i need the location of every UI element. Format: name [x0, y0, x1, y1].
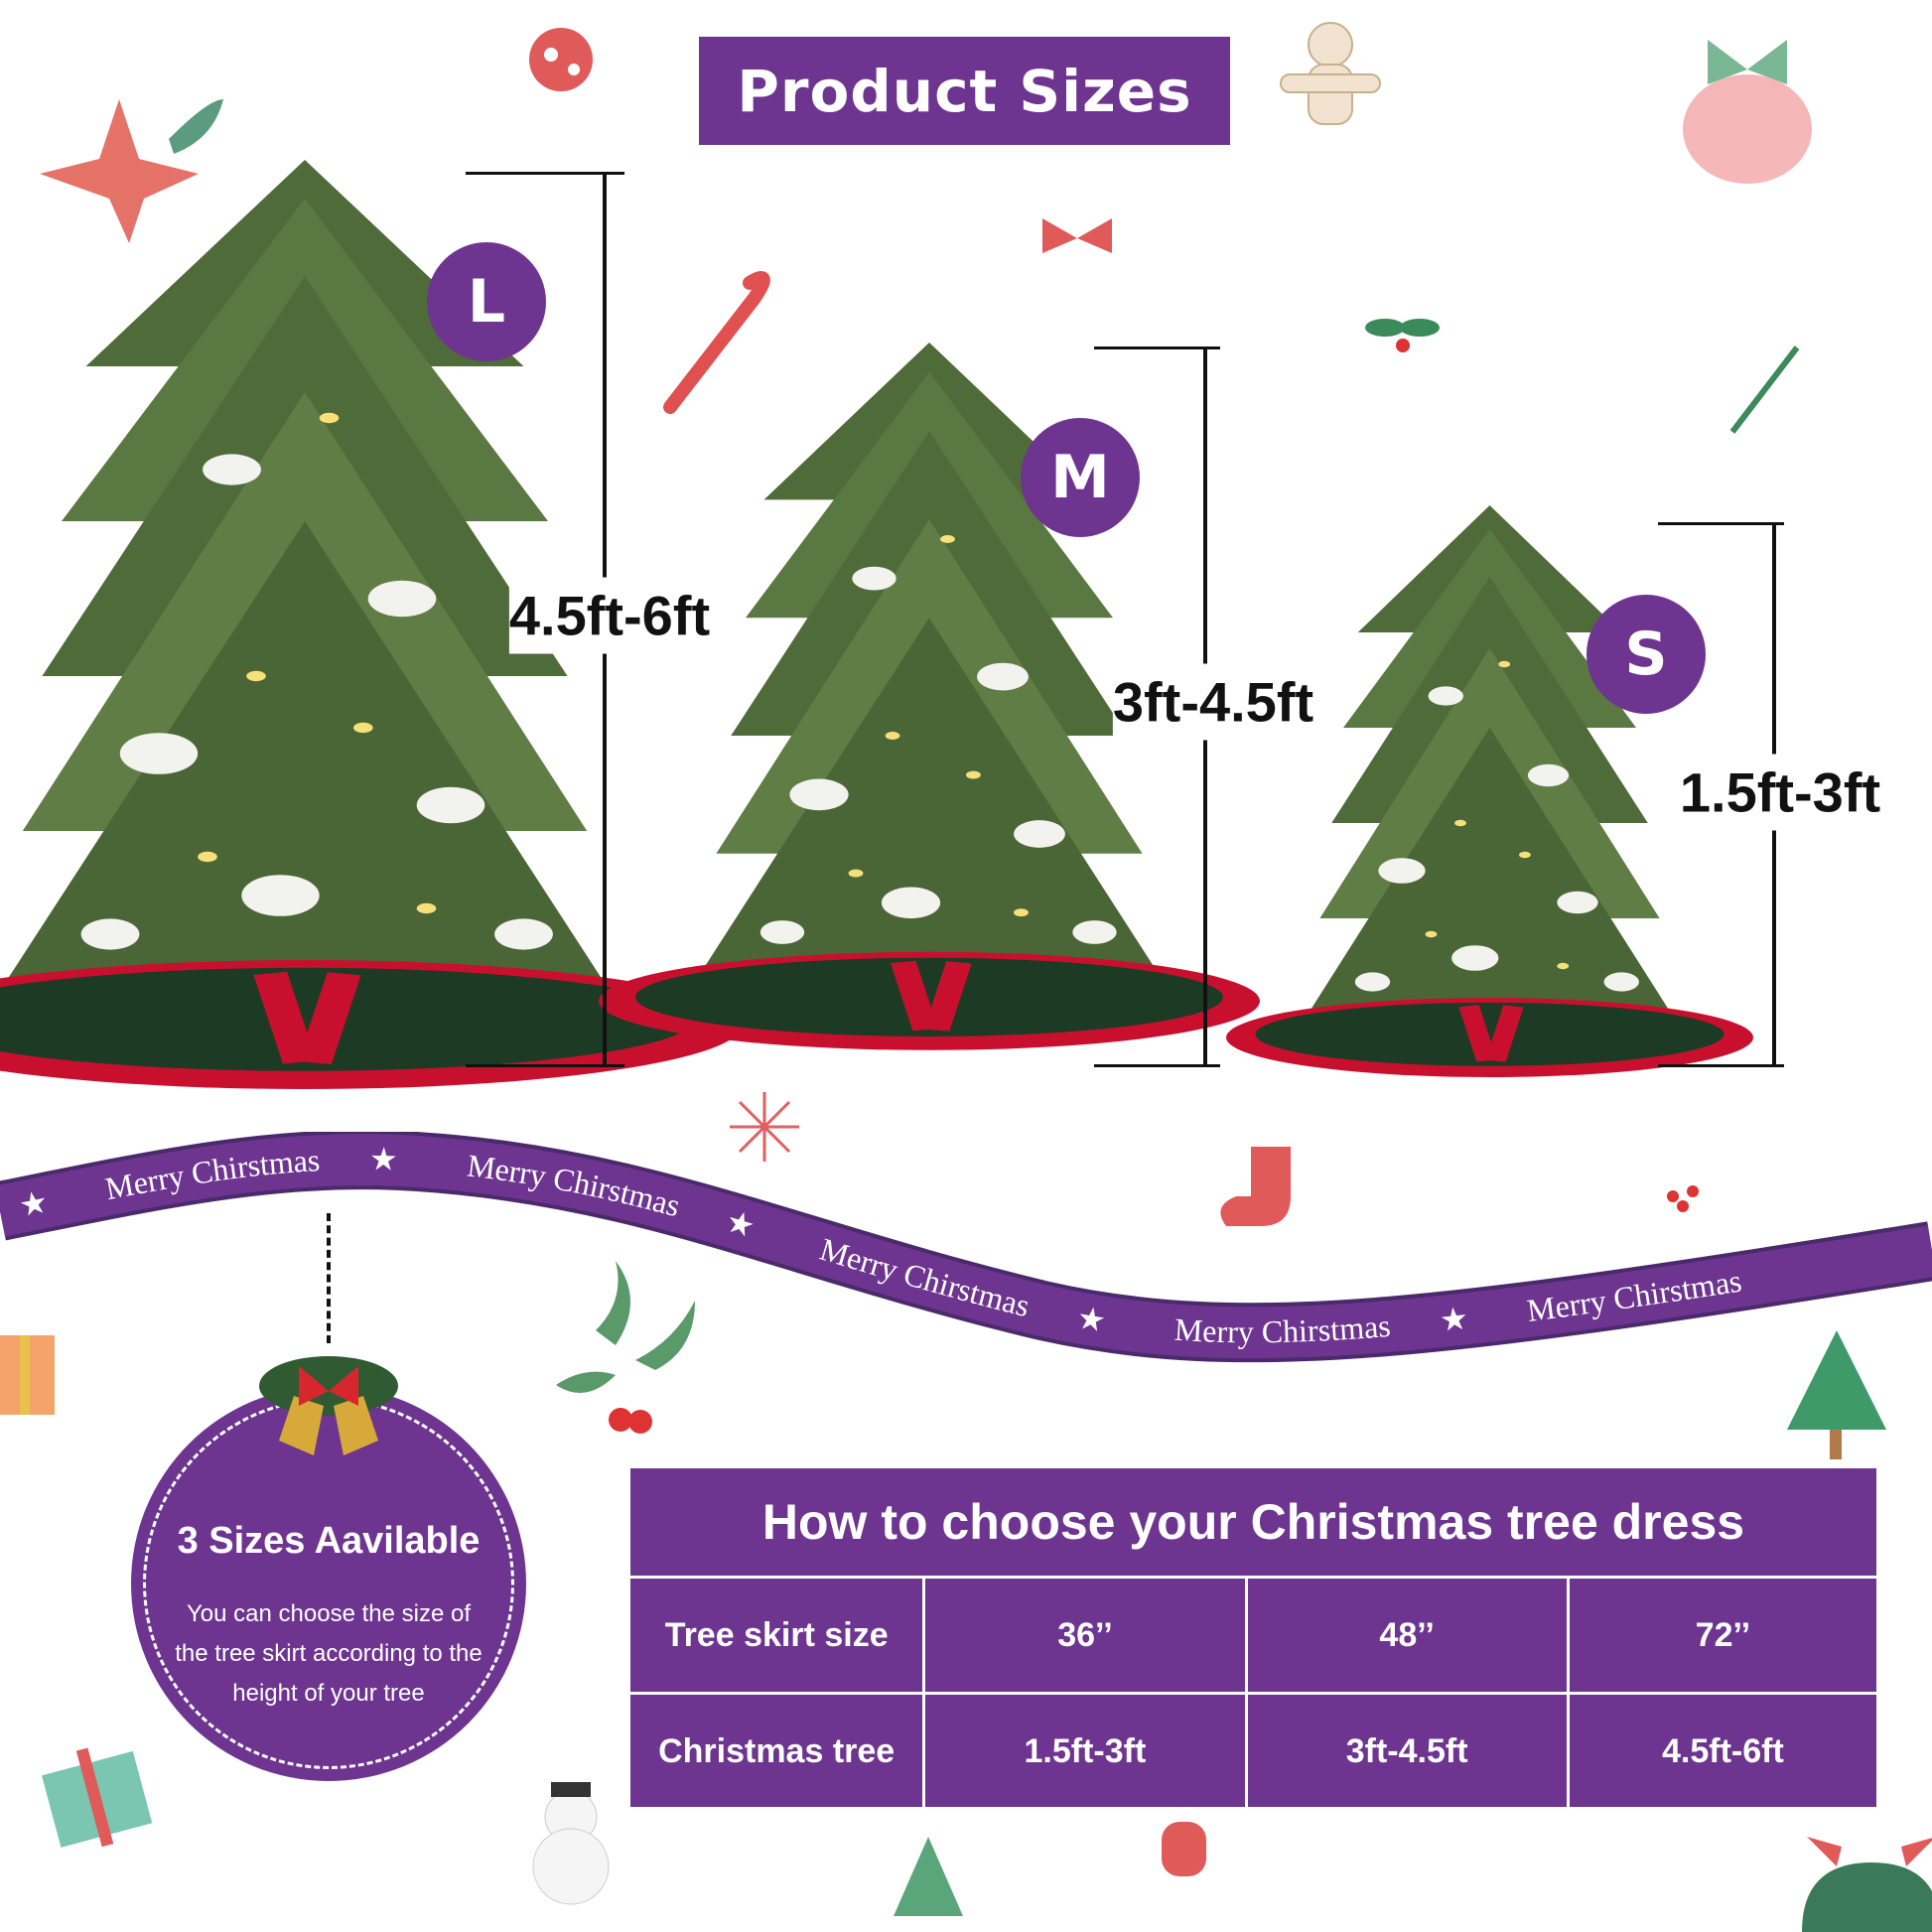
poinsettia-icon: [40, 99, 223, 243]
size-badge-l: L: [427, 242, 546, 361]
bracket-bottom-s: [1658, 1064, 1784, 1067]
bracket-top-l: [466, 172, 624, 175]
mini-tree-icon: [894, 1837, 963, 1916]
table-cell: 1.5ft-3ft: [922, 1695, 1244, 1808]
info-circle: 3 Sizes Aavilable You can choose the siz…: [131, 1356, 526, 1781]
holly-large-icon: [556, 1261, 695, 1434]
info-body: You can choose the size of the tree skir…: [175, 1600, 483, 1707]
size-badge-s: S: [1587, 595, 1706, 714]
bracket-top-s: [1658, 522, 1784, 525]
table-cell: 48’’: [1244, 1579, 1567, 1692]
table-cell: 36’’: [922, 1579, 1244, 1692]
height-label-l: 4.5ft-6ft: [508, 577, 711, 654]
star-icon: ★: [16, 1183, 51, 1224]
height-label-s: 1.5ft-3ft: [1679, 754, 1881, 831]
snowflake-icon: [730, 1092, 799, 1162]
gift-ornament-icon: [1683, 40, 1812, 184]
page-title: Product Sizes: [699, 37, 1230, 145]
table-cell: 3ft-4.5ft: [1244, 1695, 1567, 1808]
table-cell: 4.5ft-6ft: [1566, 1695, 1876, 1808]
size-badge-m: M: [1021, 418, 1140, 537]
row-label: Tree skirt size: [664, 1615, 889, 1654]
table-title: How to choose your Christmas tree dress: [630, 1468, 1876, 1579]
bow-icon: [1042, 218, 1112, 253]
gift-box-icon: [42, 1747, 153, 1848]
star-icon: ★: [1074, 1300, 1108, 1339]
holly-icon: [1365, 319, 1440, 352]
star-icon: ★: [369, 1141, 399, 1177]
small-tree-icon: [1787, 1330, 1886, 1459]
snowman-icon: [532, 1782, 610, 1905]
bracket-bottom-m: [1094, 1064, 1220, 1067]
table-cell: 72’’: [1566, 1579, 1876, 1692]
stocking-icon: [1220, 1147, 1291, 1226]
gift-icon: [0, 1335, 55, 1415]
berries-icon: [1667, 1185, 1699, 1212]
bracket-top-m: [1094, 346, 1220, 349]
ornament-icon: [529, 28, 593, 91]
branch-icon: [1729, 345, 1800, 434]
connector-dashed-line: [327, 1213, 331, 1343]
bells-icon: [259, 1356, 398, 1455]
bracket-bottom-l: [466, 1064, 624, 1067]
row-label: Christmas tree: [658, 1731, 896, 1770]
mitten-icon: [1162, 1822, 1206, 1876]
gingerbread-icon: [1280, 22, 1381, 125]
merry-christmas-ribbon: ★ Merry Chirstmas ★ Merry Chirstmas ★Merry C…: [0, 1132, 1932, 1390]
green-ornament-icon: [1802, 1837, 1932, 1932]
table-row: Tree skirt size 36’’ 48’’ 72’’: [630, 1579, 1876, 1695]
star-icon: ★: [1438, 1300, 1469, 1338]
height-label-m: 3ft-4.5ft: [1112, 663, 1314, 741]
tree-small: [1226, 505, 1753, 1077]
size-table: How to choose your Christmas tree dress …: [630, 1468, 1876, 1808]
table-row: Christmas tree 1.5ft-3ft 3ft-4.5ft 4.5ft…: [630, 1695, 1876, 1808]
candy-cane-icon: [663, 271, 770, 414]
info-heading: 3 Sizes Aavilable: [177, 1520, 481, 1562]
